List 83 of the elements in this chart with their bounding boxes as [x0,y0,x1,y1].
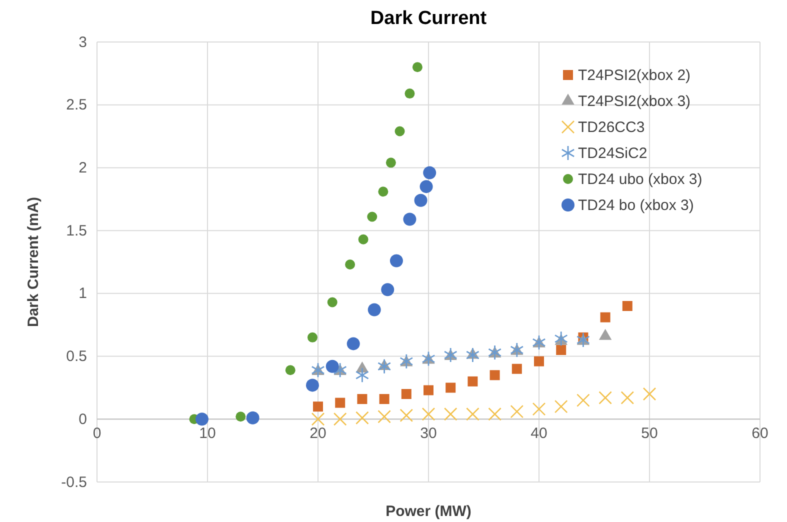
point [378,410,391,424]
point [326,360,339,373]
point [404,88,415,99]
point [466,348,480,362]
point [394,126,405,136]
point [642,387,656,401]
x-tick-label: 20 [310,424,326,442]
point [357,394,368,404]
legend-label: T24PSI2(xbox 3) [578,93,691,110]
legend-label: TD24SiC2 [578,145,648,162]
point [488,407,502,421]
point [534,356,544,366]
point [554,400,568,414]
point [335,398,346,408]
point [236,412,246,422]
x-axis-title: Power (MW) [386,503,472,520]
point [576,394,590,407]
point [512,364,522,374]
point [510,404,524,418]
point [400,408,414,422]
point [345,260,356,270]
point [195,412,208,426]
point [412,62,422,72]
point [379,394,390,404]
point [378,186,388,197]
point [346,337,360,350]
point [466,407,480,421]
y-tick-label: -0.5 [61,474,87,491]
point [368,303,381,316]
point [424,385,434,396]
x-tick-label: 60 [752,424,768,442]
point [414,194,428,207]
point [307,332,318,342]
point [401,389,412,399]
point [488,346,502,360]
legend-label: TD24 bo (xbox 3) [578,197,694,214]
point [444,407,458,421]
point [313,402,323,412]
point [333,412,347,426]
y-tick-label: 0 [78,410,87,428]
point [420,180,433,194]
y-tick-label: 2 [78,160,87,177]
y-tick-label: 0.5 [66,348,87,366]
point [620,391,634,404]
point [532,402,546,416]
point [356,368,369,382]
point [381,283,394,296]
point [422,407,436,421]
y-tick-label: 1.5 [66,222,87,240]
point [367,212,378,222]
x-tick-label: 0 [92,424,102,442]
chart-title: Dark Current [370,8,488,29]
point [246,411,260,424]
legend-label: T24PSI2(xbox 2) [578,67,691,84]
point [598,391,612,404]
point [358,234,368,244]
x-tick-label: 10 [199,424,216,442]
point [403,212,416,226]
point [285,365,296,376]
y-tick-label: 1 [78,285,87,302]
y-axis-title: Dark Current (mA) [25,196,42,328]
x-tick-label: 50 [641,424,658,442]
point [556,345,566,355]
point [311,412,325,426]
point [327,297,338,308]
point [423,166,436,180]
point [390,254,403,268]
point [490,370,500,380]
point [600,312,610,322]
y-tick-label: 3 [78,34,87,51]
legend-label: TD26CC3 [578,119,645,136]
point [356,411,369,425]
point [444,348,458,362]
point [378,359,391,374]
point [306,378,319,392]
point [386,158,396,168]
point [622,301,632,311]
legend-label: TD24 ubo (xbox 3) [578,171,702,188]
x-tick-label: 30 [420,424,437,442]
point [468,376,478,386]
x-tick-label: 40 [530,424,548,442]
y-tick-label: 2.5 [66,96,87,114]
point [446,382,456,393]
